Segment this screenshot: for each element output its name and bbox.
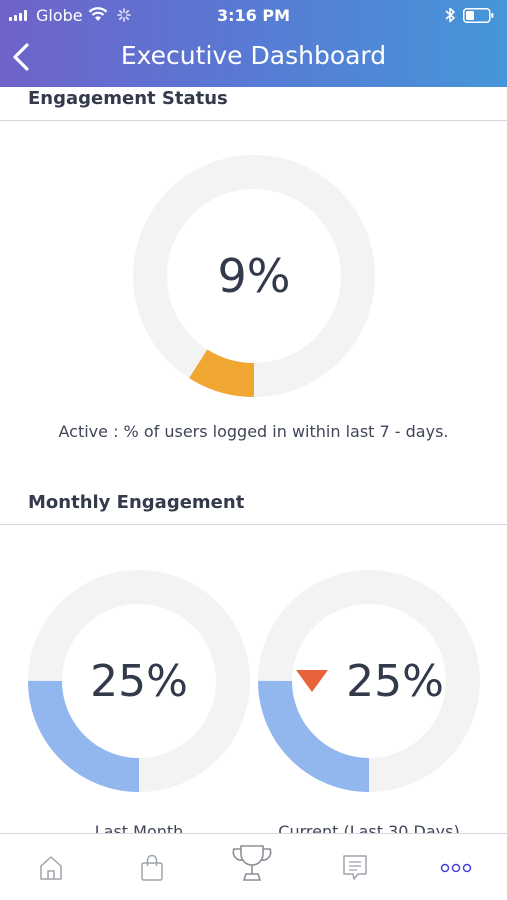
shopping-bag-icon [141,854,163,881]
status-bar: Globe 3:16 PM [0,0,507,30]
section-divider [0,524,507,525]
current-percent: 25% [346,655,444,707]
battery-icon [463,8,494,23]
page-title: Executive Dashboard [120,41,387,70]
tab-home[interactable] [29,846,73,890]
activity-spinner-icon [117,8,131,22]
engagement-caption: Active : % of users logged in within las… [58,422,449,441]
last-month-donut: 25% [28,570,250,792]
app-header: Globe 3:16 PM Executive Dashboard [0,0,507,87]
trophy-icon [232,845,272,881]
monthly-engagement-heading: Monthly Engagement [28,492,245,513]
status-time: 3:16 PM [216,6,290,25]
current-donut: 25% [258,570,480,792]
tab-messages[interactable] [333,846,377,890]
more-icon [440,863,472,873]
carrier-name: Globe [36,6,83,25]
bottom-tab-bar [0,833,507,900]
tab-shop[interactable] [130,846,174,890]
engagement-status-heading: Engagement Status [28,88,228,109]
tab-trophy[interactable] [230,842,274,886]
tab-more[interactable] [434,846,478,890]
section-divider [0,120,507,121]
donut-fill [258,570,480,792]
last-month-percent: 25% [90,655,188,707]
wifi-icon [88,7,108,21]
donut-fill [133,155,375,397]
bluetooth-icon [445,7,455,23]
message-icon [343,855,367,880]
trend-down-icon [296,670,328,692]
signal-strength-icon [9,10,27,21]
engagement-percent: 9% [217,249,291,303]
back-chevron-icon[interactable] [10,42,32,72]
donut-fill [28,570,250,792]
home-icon [40,856,62,880]
engagement-status-donut: 9% [133,155,375,397]
